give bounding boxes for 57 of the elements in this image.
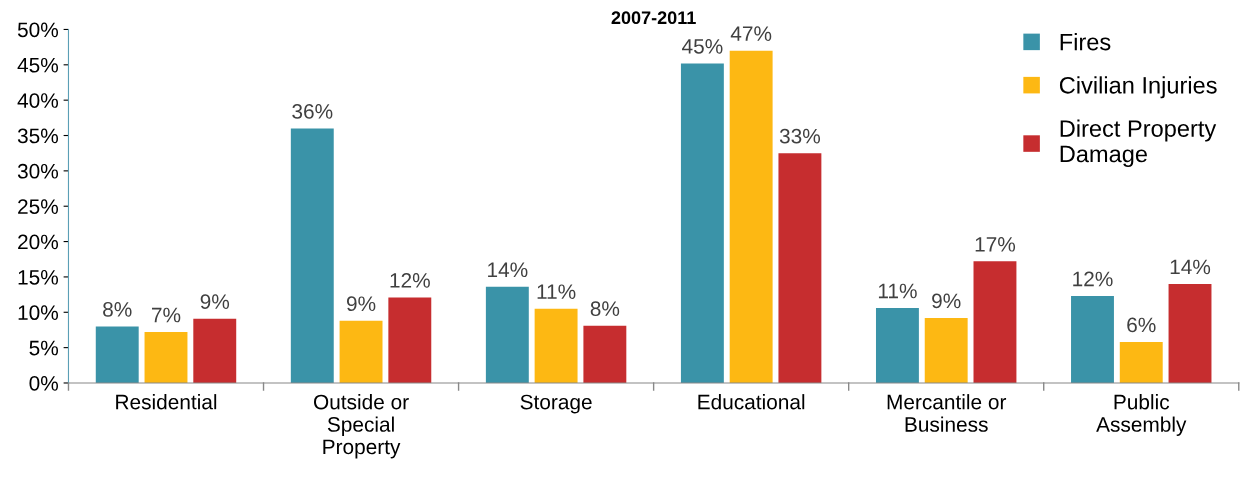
bar <box>95 326 139 383</box>
bar <box>924 317 968 383</box>
y-tick-label: 50% <box>17 22 59 38</box>
x-tick-label: Educational <box>698 394 805 410</box>
data-label: 8% <box>590 301 620 317</box>
bar <box>1168 283 1212 383</box>
data-label: 17% <box>975 237 1016 252</box>
x-tick-label: Residential <box>116 394 217 410</box>
bar <box>680 63 724 383</box>
bar <box>290 128 334 383</box>
x-tick-label: Outside or Special Property <box>313 394 409 459</box>
data-label: 14% <box>488 262 528 278</box>
data-label: 9% <box>346 296 376 312</box>
y-tick-label: 10% <box>18 305 59 321</box>
bar <box>193 318 237 383</box>
data-label: 6% <box>1127 317 1156 333</box>
data-label: 12% <box>390 273 430 288</box>
data-label: 7% <box>152 307 181 323</box>
data-label: 11% <box>537 284 576 299</box>
bar <box>339 320 383 383</box>
data-label: 14% <box>1170 259 1211 275</box>
bar <box>534 308 578 383</box>
data-label: 9% <box>200 294 230 309</box>
y-tick-label: 15% <box>18 270 59 285</box>
data-label: 11% <box>878 283 917 299</box>
bar <box>729 50 773 383</box>
data-label: 33% <box>779 128 821 144</box>
bar <box>1071 296 1114 383</box>
data-label: 8% <box>103 301 132 317</box>
legend-label: Direct Property Damage <box>1060 119 1217 167</box>
chart-title: 2007-2011 <box>611 11 696 25</box>
x-tick-label: Storage <box>520 394 592 414</box>
bar <box>1119 341 1163 383</box>
data-label: 47% <box>730 26 772 41</box>
y-tick-label: 40% <box>17 93 59 108</box>
y-tick-label: 0% <box>29 375 59 391</box>
data-label: 9% <box>932 293 961 309</box>
y-tick-label: 35% <box>17 128 59 144</box>
y-tick-label: 45% <box>17 57 59 73</box>
x-tick-label: Public Assembly <box>1096 394 1187 436</box>
y-tick-label: 20% <box>18 234 59 250</box>
bar <box>144 332 188 383</box>
data-label: 12% <box>1073 271 1113 287</box>
data-label: 36% <box>292 104 333 119</box>
y-tick-label: 25% <box>18 199 59 214</box>
data-label: 45% <box>682 39 723 54</box>
bar <box>875 308 919 383</box>
y-tick-label: 30% <box>17 163 59 179</box>
bar <box>973 261 1017 383</box>
bar <box>388 297 432 383</box>
bar <box>485 286 529 383</box>
y-tick-label: 5% <box>29 340 59 356</box>
bar <box>778 153 822 383</box>
bar <box>583 325 627 383</box>
x-tick-label: Mercantile or Business <box>887 394 1007 432</box>
legend-label: Fires <box>1060 33 1111 51</box>
legend-label: Civilian Injuries <box>1059 76 1217 99</box>
